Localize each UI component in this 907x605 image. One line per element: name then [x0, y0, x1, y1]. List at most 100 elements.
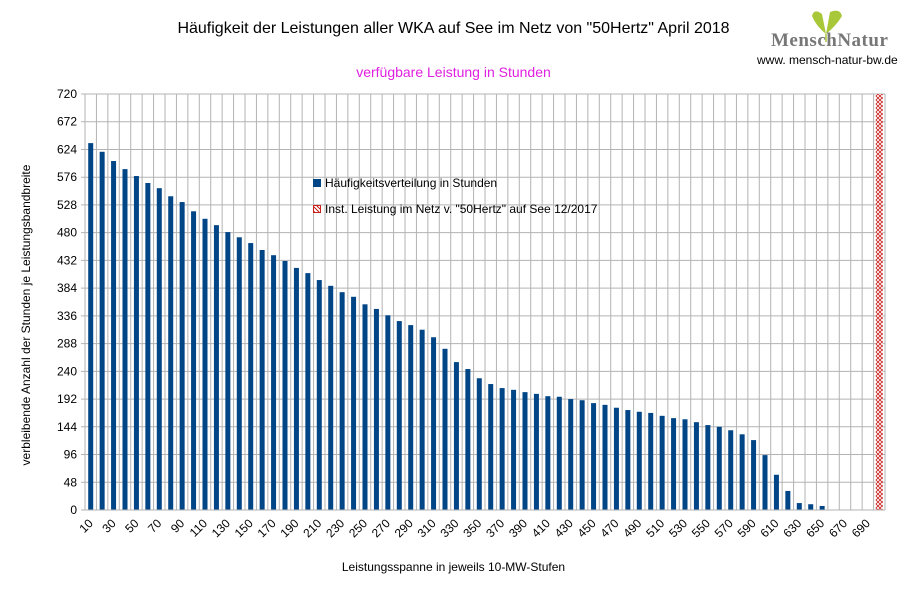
frequency-bar: [88, 143, 94, 510]
x-tick-label: 550: [689, 516, 713, 540]
legend-label: Häufigkeitsverteilung in Stunden: [325, 176, 498, 190]
y-axis-label: verbleibende Anzahl der Stunden je Leist…: [19, 164, 33, 466]
frequency-bar: [282, 260, 288, 510]
y-tick-label: 576: [57, 170, 77, 184]
frequency-bar: [476, 378, 482, 510]
frequency-bar: [568, 399, 574, 510]
logo-text: MenschNatur: [771, 30, 889, 51]
frequency-bar: [419, 329, 425, 510]
frequency-bar: [316, 280, 322, 510]
frequency-bar: [213, 225, 219, 510]
x-tick-label: 270: [369, 516, 393, 540]
x-tick-label: 150: [232, 516, 256, 540]
y-tick-label: 96: [64, 448, 78, 462]
legend-item-installed: Inst. Leistung im Netz v. "50Hertz" auf …: [313, 202, 597, 216]
chart-title: Häufigkeit der Leistungen aller WKA auf …: [177, 20, 730, 37]
x-tick-label: 510: [643, 516, 667, 540]
frequency-bar: [739, 434, 745, 510]
installed-capacity-bar: [875, 94, 883, 510]
y-tick-label: 192: [57, 392, 77, 406]
frequency-bar: [385, 315, 391, 510]
y-tick-label: 672: [57, 115, 77, 129]
frequency-bar: [671, 418, 677, 510]
x-tick-label: 190: [277, 516, 301, 540]
frequency-bar: [145, 182, 151, 510]
y-tick-label: 336: [57, 309, 77, 323]
frequency-bar: [453, 362, 459, 510]
x-tick-label: 290: [392, 516, 416, 540]
frequency-bar: [499, 388, 505, 510]
x-tick-label: 530: [666, 516, 690, 540]
y-tick-label: 144: [57, 420, 77, 434]
frequency-bar: [133, 176, 139, 511]
x-tick-label: 570: [712, 516, 736, 540]
x-axis-label: Leistungsspanne in jeweils 10-MW-Stufen: [341, 560, 566, 574]
legend: Häufigkeitsverteilung in Stunden Inst. L…: [313, 176, 597, 228]
frequency-bar: [579, 400, 585, 510]
frequency-bar: [659, 415, 665, 510]
ginkgo-leaf-icon: [812, 10, 842, 42]
frequency-bar: [808, 504, 814, 510]
x-tick-label: 630: [780, 516, 804, 540]
x-tick-label: 350: [460, 516, 484, 540]
frequency-bar: [648, 412, 654, 510]
chart-subtitle: verfügbare Leistung in Stunden: [356, 64, 551, 80]
frequency-bar: [191, 211, 197, 511]
x-tick-label: 110: [187, 516, 211, 540]
frequency-bar: [351, 296, 357, 510]
frequency-bar: [693, 422, 699, 510]
x-tick-label: 690: [849, 516, 873, 540]
x-tick-label: 250: [346, 516, 370, 540]
x-tick-label: 650: [803, 516, 827, 540]
x-tick-label: 230: [323, 516, 347, 540]
frequency-bar: [168, 196, 174, 510]
legend-swatch: [313, 205, 321, 213]
frequency-bar: [442, 348, 448, 510]
frequency-bar: [259, 250, 265, 510]
frequency-bar: [636, 411, 642, 510]
y-tick-label: 720: [57, 87, 77, 101]
legend-item-frequency: Häufigkeitsverteilung in Stunden: [313, 176, 597, 190]
y-tick-label: 0: [70, 503, 77, 517]
x-tick-label: 130: [209, 516, 233, 540]
logo-url[interactable]: www. mensch-natur-bw.de: [757, 53, 898, 67]
x-tick-label: 30: [99, 516, 119, 536]
frequency-bar: [431, 337, 437, 510]
frequency-bar: [545, 396, 551, 510]
frequency-bar: [271, 255, 277, 510]
frequency-bar: [99, 151, 105, 510]
y-tick-label: 528: [57, 198, 77, 212]
frequency-bar: [728, 430, 734, 510]
frequency-bar: [293, 267, 299, 510]
frequency-bar: [751, 440, 757, 510]
y-tick-label: 480: [57, 226, 77, 240]
frequency-bar: [305, 273, 311, 510]
y-tick-label: 288: [57, 337, 77, 351]
frequency-bar: [591, 403, 597, 510]
frequency-bar: [328, 285, 334, 510]
frequency-bar: [488, 384, 494, 510]
y-tick-label: 240: [57, 364, 77, 378]
frequency-bar: [705, 425, 711, 510]
frequency-bar: [762, 455, 768, 510]
frequency-bar: [236, 237, 242, 511]
frequency-bar: [202, 218, 208, 511]
x-tick-label: 170: [255, 516, 279, 540]
y-tick-label: 384: [57, 281, 77, 295]
x-tick-label: 590: [735, 516, 759, 540]
frequency-bar: [373, 308, 379, 510]
frequency-bar: [511, 389, 517, 510]
frequency-bar: [122, 169, 128, 510]
x-tick-label: 70: [145, 516, 165, 536]
x-tick-label: 410: [529, 516, 553, 540]
frequency-bar: [533, 393, 539, 510]
frequency-bar: [556, 396, 562, 510]
frequency-bar: [396, 321, 402, 510]
x-tick-label: 330: [437, 516, 461, 540]
frequency-bar: [408, 325, 414, 510]
x-tick-label: 430: [552, 516, 576, 540]
frequency-bar: [248, 243, 254, 511]
frequency-bar: [613, 407, 619, 510]
